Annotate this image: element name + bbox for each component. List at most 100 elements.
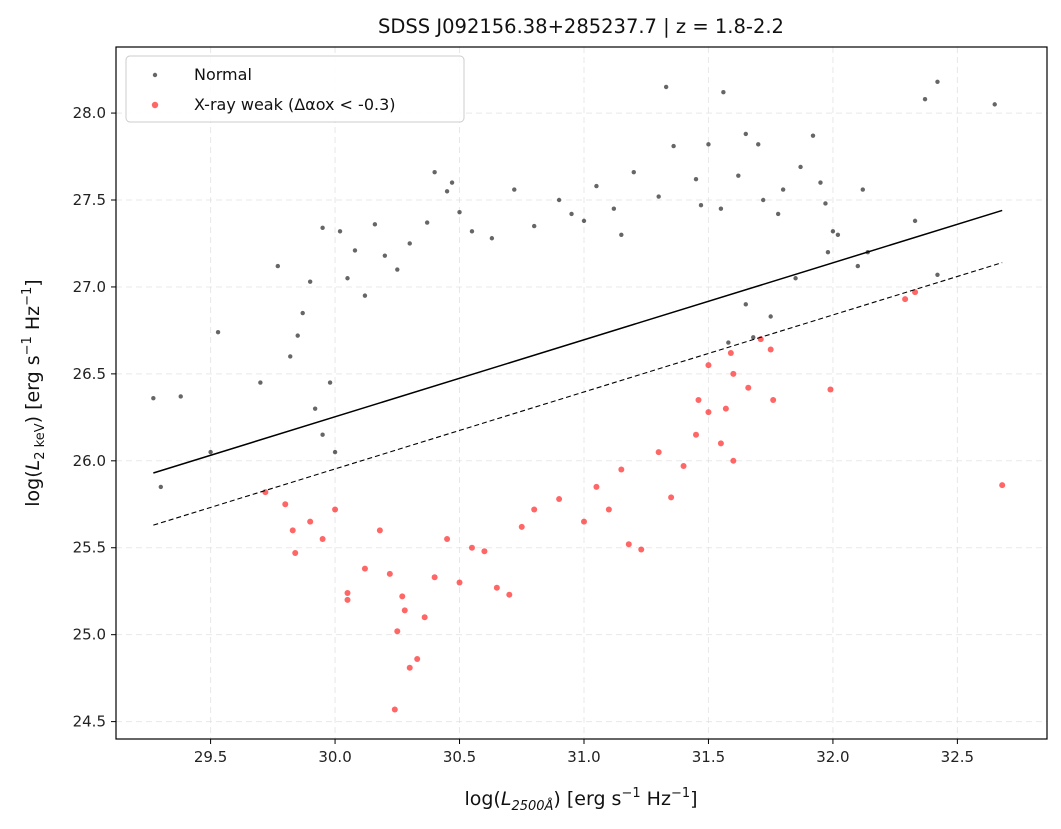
data-point-xray-weak — [319, 536, 326, 543]
data-point-xray-weak — [506, 591, 513, 598]
data-point-normal — [726, 340, 731, 345]
y-axis-label-mid: Hz — [22, 306, 44, 336]
data-point-normal — [489, 236, 495, 241]
data-point-normal — [307, 279, 313, 284]
y-tick-label: 27.5 — [73, 191, 106, 209]
data-point-xray-weak — [580, 518, 587, 525]
data-point-normal — [320, 225, 325, 231]
data-point-normal — [631, 169, 636, 175]
data-point-normal — [395, 267, 400, 272]
fit-line-solid — [153, 209, 1003, 474]
data-point-normal — [935, 79, 940, 84]
data-point-xray-weak — [289, 527, 296, 534]
data-point-normal — [444, 189, 450, 194]
y-axis-label: log(L2 keV) [erg s−1 Hz−1] — [20, 279, 48, 506]
data-point-xray-weak — [481, 548, 488, 555]
legend-marker-xray-weak — [151, 101, 159, 109]
data-point-normal — [457, 209, 462, 215]
data-point-xray-weak — [668, 494, 675, 501]
data-point-xray-weak — [717, 440, 724, 447]
x-axis-label-pre: log( — [464, 788, 500, 810]
data-point-normal — [656, 194, 661, 199]
data-point-xray-weak — [531, 506, 538, 513]
data-point-xray-weak — [391, 706, 398, 713]
chart-title: SDSS J092156.38+285237.7 | z = 1.8-2.2 — [378, 15, 784, 38]
x-axis-label-var: L — [501, 788, 512, 810]
data-point-normal — [775, 211, 781, 217]
data-point-normal — [736, 173, 741, 178]
fit-lines — [153, 209, 1003, 526]
data-point-normal — [761, 197, 766, 203]
data-point-normal — [798, 164, 803, 170]
data-point-xray-weak — [376, 527, 383, 534]
data-point-normal — [569, 211, 574, 217]
plot-frame — [115, 46, 1048, 740]
data-point-normal — [706, 142, 711, 147]
data-point-xray-weak — [401, 607, 408, 614]
data-point-normal — [619, 232, 624, 237]
data-point-normal — [823, 201, 828, 206]
data-point-normal — [743, 302, 748, 307]
data-point-normal — [362, 293, 368, 298]
data-point-normal — [372, 222, 378, 227]
data-point-normal — [327, 380, 333, 385]
data-point-xray-weak — [493, 584, 500, 591]
x-axis-label-sub: 2500Å — [511, 798, 553, 814]
data-point-normal — [332, 449, 338, 455]
data-point-normal — [855, 263, 861, 269]
data-point-normal — [581, 218, 587, 224]
data-point-xray-weak — [727, 350, 734, 357]
data-point-normal — [756, 142, 761, 147]
y-axis-label-exp2: −1 — [20, 287, 35, 306]
data-point-normal — [208, 449, 213, 455]
data-point-xray-weak — [745, 384, 752, 391]
x-axis-label-exp1: −1 — [621, 786, 640, 801]
data-point-normal — [860, 187, 865, 192]
data-point-normal — [312, 406, 318, 411]
data-point-xray-weak — [605, 506, 612, 513]
data-point-xray-weak — [730, 370, 737, 377]
grid — [116, 47, 1047, 739]
x-axis-label: log(L2500Å) [erg s−1 Hz−1] — [464, 786, 697, 814]
x-axis-label-mid: Hz — [641, 788, 671, 810]
data-point-xray-weak — [361, 565, 368, 572]
y-axis-label-post: ) [erg s — [22, 355, 44, 423]
data-point-normal — [751, 335, 756, 340]
data-point-normal — [532, 223, 537, 229]
data-point-normal — [743, 131, 748, 137]
data-point-xray-weak — [386, 570, 393, 577]
x-tick-label: 32.0 — [816, 748, 849, 766]
y-tick-label: 26.0 — [73, 452, 106, 470]
data-point-normal — [288, 354, 293, 359]
data-point-normal — [275, 263, 281, 269]
x-tick-label: 32.5 — [941, 748, 974, 766]
y-tick-label: 28.0 — [73, 104, 106, 122]
data-point-xray-weak — [332, 506, 339, 513]
data-point-normal — [215, 329, 221, 335]
data-point-xray-weak — [680, 463, 687, 470]
data-point-xray-weak — [705, 362, 712, 369]
data-point-normal — [693, 176, 699, 182]
data-point-normal — [345, 276, 350, 281]
y-axis-label-var: L — [22, 460, 44, 471]
data-point-xray-weak — [695, 396, 702, 403]
data-point-xray-weak — [307, 518, 314, 525]
data-point-normal — [352, 248, 358, 253]
data-point-normal — [449, 180, 455, 185]
data-point-normal — [320, 432, 325, 437]
data-point-normal — [698, 203, 704, 208]
y-axis-label-exp1: −1 — [20, 336, 35, 355]
data-point-normal — [178, 394, 183, 399]
data-point-xray-weak — [625, 541, 632, 548]
data-point-xray-weak — [593, 483, 600, 490]
data-point-xray-weak — [282, 501, 289, 508]
legend-label-normal: Normal — [194, 65, 252, 84]
x-tick-label: 31.0 — [567, 748, 600, 766]
x-tick-label: 31.5 — [692, 748, 725, 766]
data-point-normal — [300, 310, 305, 316]
data-point-normal — [295, 333, 300, 338]
y-tick-label: 24.5 — [73, 713, 106, 731]
data-point-normal — [835, 232, 841, 237]
data-point-xray-weak — [518, 523, 525, 530]
data-point-normal — [912, 218, 918, 224]
